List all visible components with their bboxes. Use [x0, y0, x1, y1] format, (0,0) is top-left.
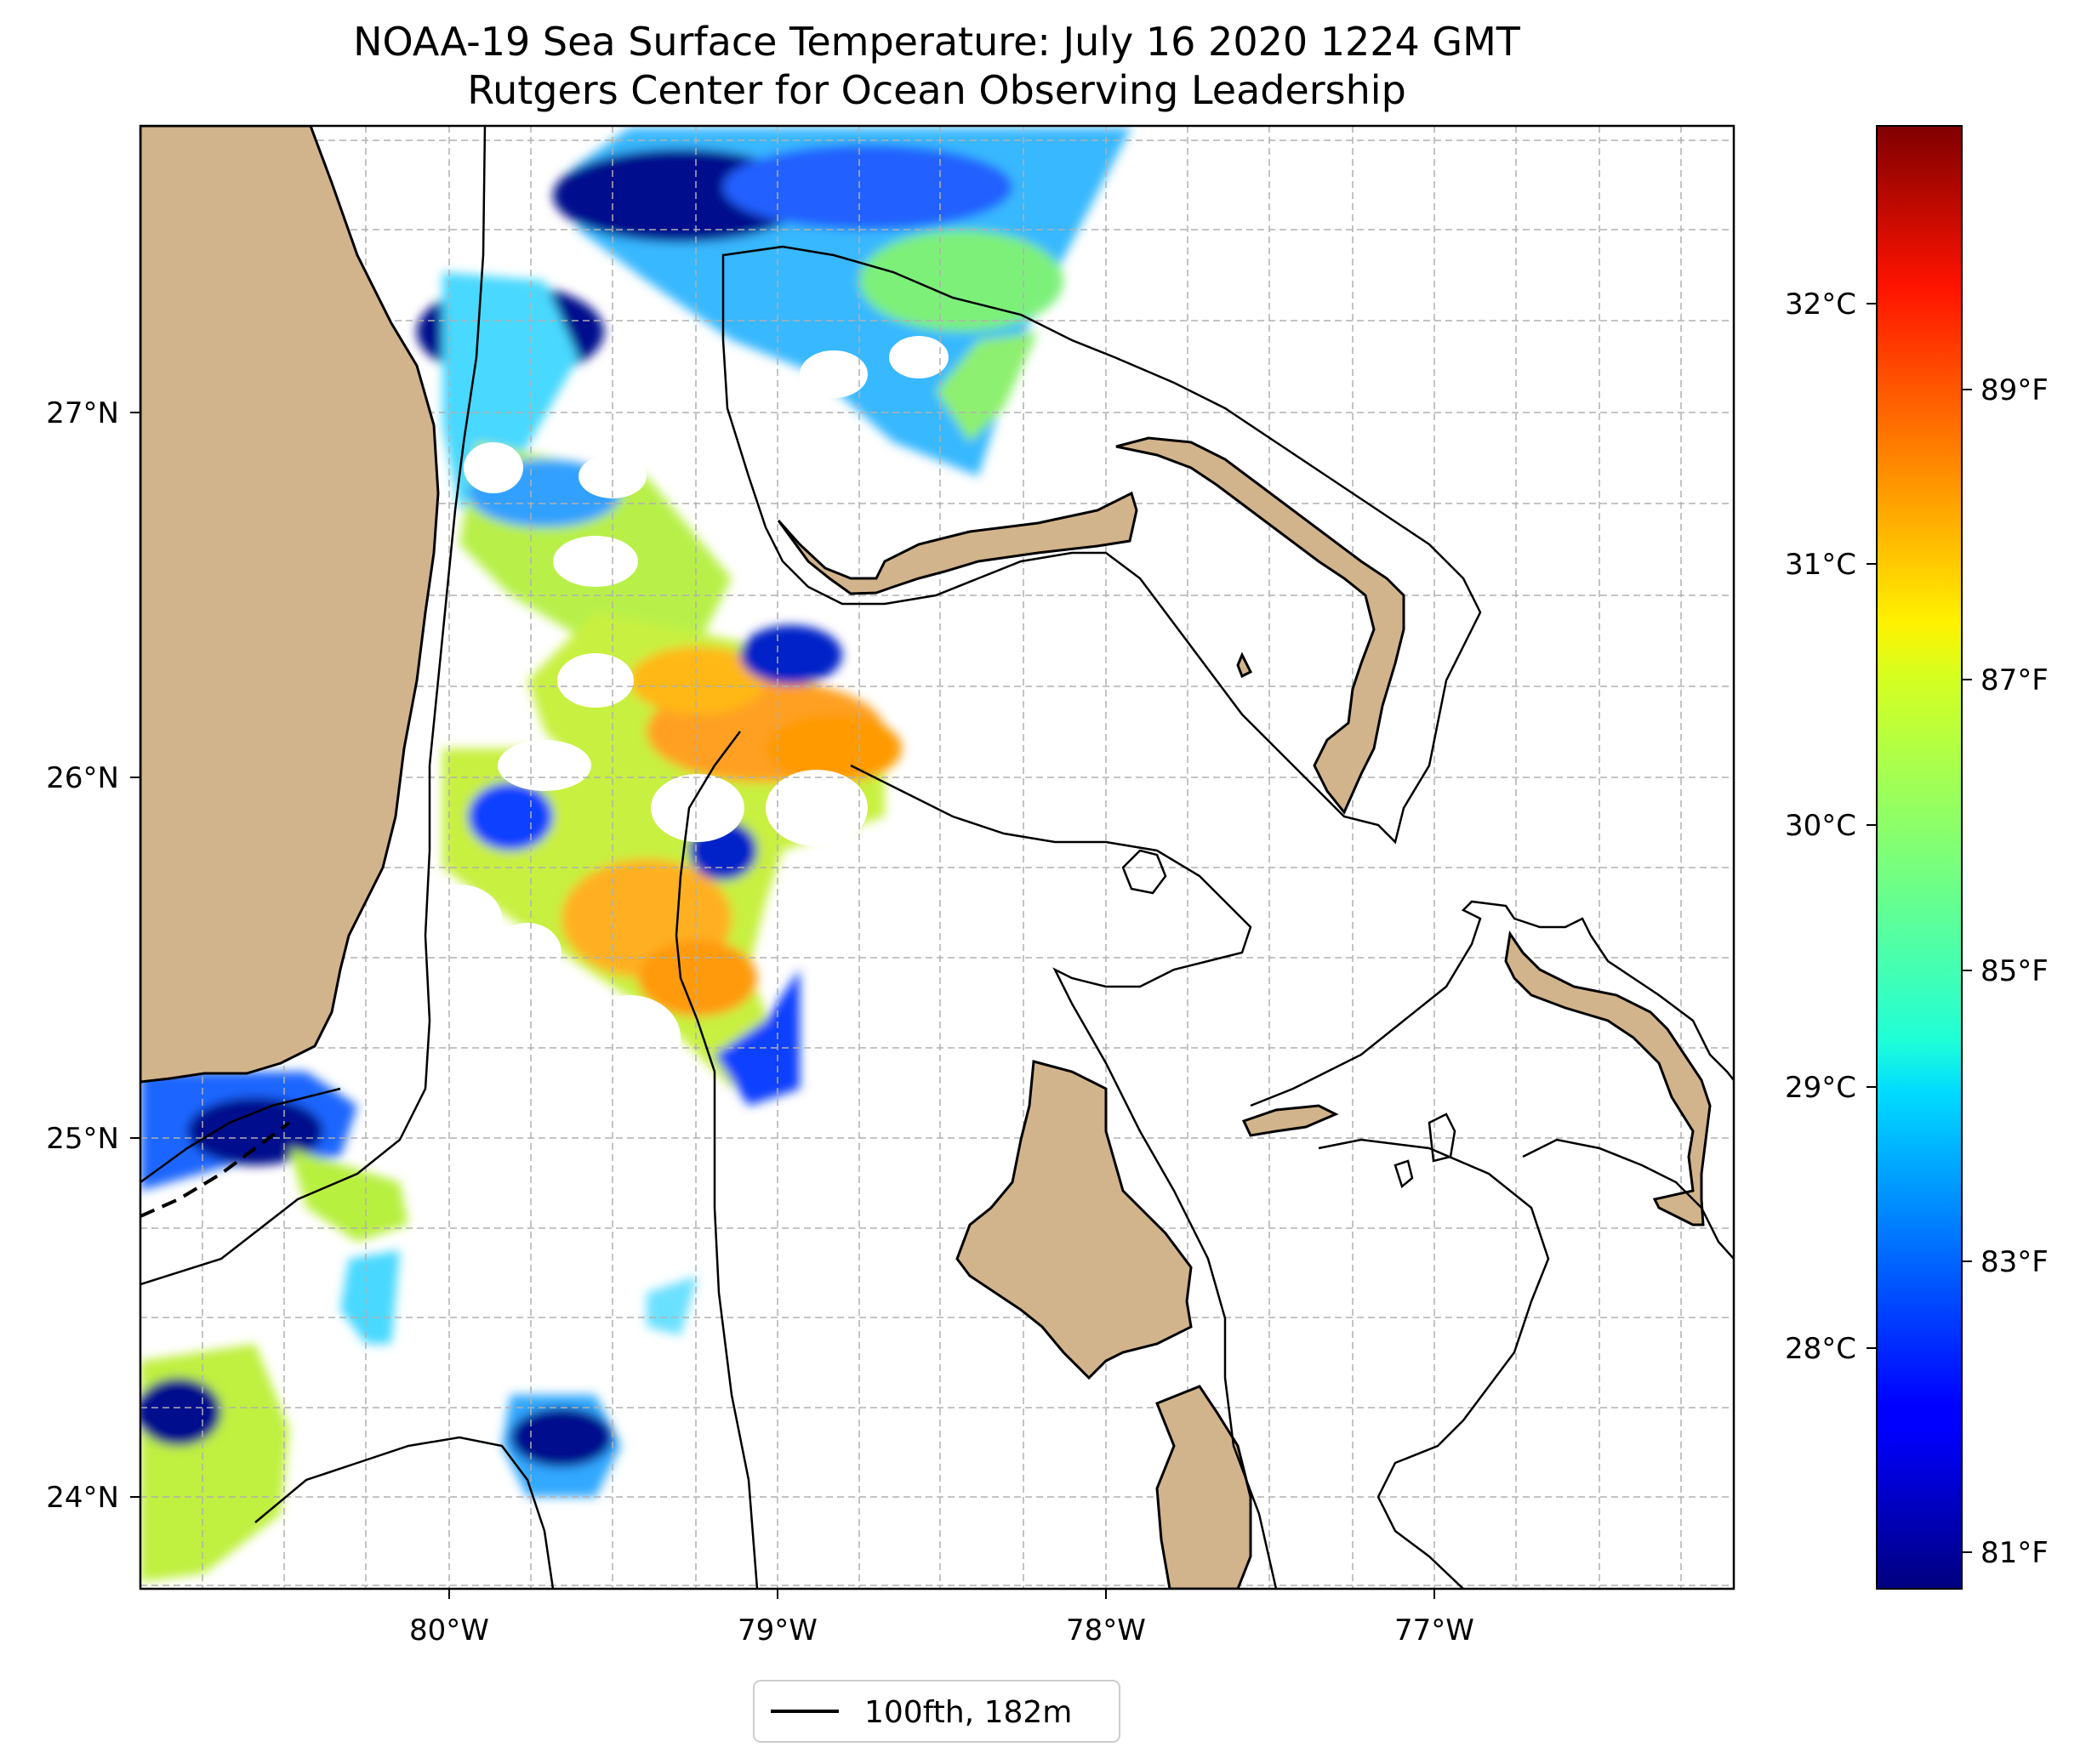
- y-tick-label: 25°N: [46, 1122, 119, 1156]
- y-tick-label: 24°N: [46, 1481, 119, 1515]
- colorbar-celsius-label: 28°C: [1785, 1332, 1856, 1366]
- x-tick-label: 79°W: [738, 1613, 818, 1647]
- land-andros: [955, 1060, 1193, 1380]
- colorbar: 28°C 29°C 30°C 31°C 32°C 81°F 83°F 85°F …: [1785, 125, 2049, 1590]
- land-andros-south: [1155, 1385, 1252, 1589]
- legend-entry-label: 100fth, 182m: [864, 1695, 1072, 1730]
- land-grand-bahama: [777, 491, 1138, 595]
- land-abaco: [1115, 436, 1405, 815]
- keys-detail: [140, 1121, 291, 1218]
- land-florida: [140, 126, 440, 1084]
- x-axis: 80°W 79°W 78°W 77°W: [409, 1589, 1474, 1647]
- map-area: [139, 124, 1735, 1590]
- contour-small-2: [1428, 1112, 1456, 1163]
- cloud-gaps: [417, 336, 949, 1080]
- contour-florida-keys: [140, 1087, 341, 1184]
- colorbar-celsius-label: 30°C: [1785, 809, 1856, 843]
- colorbar-fahrenheit-label: 83°F: [1981, 1245, 2049, 1279]
- y-tick-label: 27°N: [46, 396, 119, 430]
- x-tick-label: 80°W: [409, 1613, 489, 1647]
- contour-great-bahama-bank-north: [850, 764, 1278, 1589]
- depth-contours: [140, 126, 1734, 1589]
- y-axis: 24°N 25°N 26°N 27°N: [46, 396, 140, 1515]
- contour-southern-cuba-shelf: [254, 1436, 555, 1589]
- colorbar-fahrenheit-label: 89°F: [1981, 373, 2049, 407]
- contour-florida-shelf: [140, 126, 487, 1286]
- x-tick-label: 77°W: [1394, 1613, 1474, 1647]
- contour-small-1: [1121, 849, 1167, 895]
- colorbar-fahrenheit-label: 85°F: [1981, 954, 2049, 988]
- land-layer: [140, 126, 1712, 1589]
- y-tick-label: 26°N: [46, 761, 119, 795]
- contour-exuma-sound: [1522, 1138, 1734, 1260]
- colorbar-celsius-label: 31°C: [1785, 548, 1856, 582]
- map-subtitle: Rutgers Center for Ocean Observing Leade…: [467, 67, 1406, 113]
- contour-great-bahama-bank-east: [1250, 900, 1734, 1107]
- colorbar-fahrenheit-label: 81°F: [1981, 1536, 2049, 1570]
- map-frame: [139, 124, 1735, 1590]
- map-title: NOAA-19 Sea Surface Temperature: July 16…: [353, 19, 1521, 65]
- colorbar-celsius-label: 29°C: [1785, 1071, 1856, 1105]
- contour-straits: [675, 731, 759, 1589]
- colorbar-celsius-label: 32°C: [1785, 287, 1856, 322]
- colorbar-fahrenheit-label: 87°F: [1981, 663, 2049, 697]
- x-tick-label: 78°W: [1066, 1613, 1146, 1647]
- contour-little-bahama-bank: [721, 245, 1482, 845]
- land-berry-islands: [1241, 1104, 1339, 1137]
- contour-tongue-of-ocean: [1318, 1138, 1550, 1589]
- contour-small-3: [1394, 1159, 1414, 1189]
- land-small-cay-1: [1236, 652, 1253, 679]
- legend-box: [753, 1680, 1120, 1743]
- colorbar-gradient: [1876, 125, 1963, 1590]
- legend: 100fth, 182m: [753, 1680, 1120, 1743]
